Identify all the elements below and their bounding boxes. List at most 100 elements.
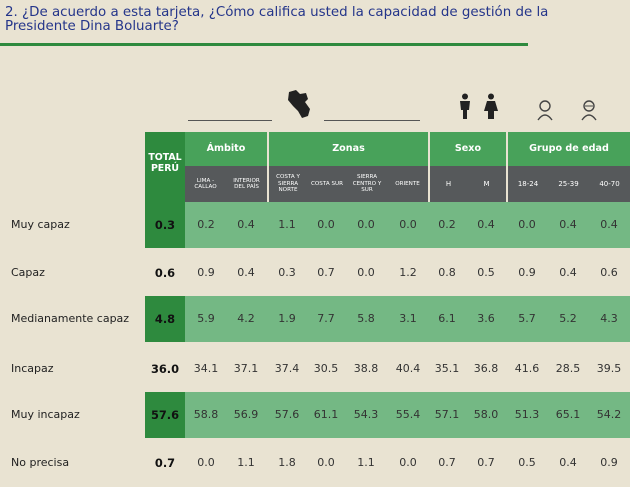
table-cell: 0.0 <box>357 266 375 279</box>
table-cell: 56.9 <box>233 408 259 421</box>
sub-interior: INTERIOR DEL PAÍS <box>226 166 267 202</box>
total-cell-bg <box>145 202 185 248</box>
group-zonas: Zonas <box>267 132 428 166</box>
table-row: Capaz 0.6 0.9 0.4 0.3 0.7 0.0 1.2 0.8 0.5 0.9 0.4 0.… <box>0 250 630 296</box>
female-icon <box>484 93 498 119</box>
table-cell: 40.4 <box>395 362 421 375</box>
table-cell: 58.0 <box>473 408 499 421</box>
table-cell: 0.5 <box>477 266 495 279</box>
group-ambito: Ámbito <box>185 132 267 166</box>
sub-mujer: M <box>467 166 506 202</box>
table-cell: 4.3 <box>600 312 618 325</box>
table-cell: 0.8 <box>438 266 456 279</box>
table-cell: 0.4 <box>559 266 577 279</box>
table-cell: 51.3 <box>514 408 540 421</box>
title-underline <box>0 43 528 46</box>
table-cell: 38.8 <box>353 362 379 375</box>
table-cell: 35.1 <box>434 362 460 375</box>
table-cell: 7.7 <box>317 312 335 325</box>
table-cell: 0.0 <box>518 218 536 231</box>
total-value: 4.8 <box>154 312 176 326</box>
table-cell: 41.6 <box>514 362 540 375</box>
table-cell: 0.0 <box>399 218 417 231</box>
table-cell: 54.3 <box>353 408 379 421</box>
table-cell: 1.2 <box>399 266 417 279</box>
table-cell: 4.2 <box>237 312 255 325</box>
table-row: Incapaz 36.0 34.1 37.1 37.4 30.5 38.8 40.4 35.1 3… <box>0 346 630 392</box>
sub-18-24: 18-24 <box>506 166 548 202</box>
sub-40-70: 40-70 <box>589 166 630 202</box>
table-cell: 37.1 <box>233 362 259 375</box>
table-cell: 58.8 <box>193 408 219 421</box>
table-row: Muy incapaz 57.6 58.8 56.9 57.6 61.1 54.3 55.4 5… <box>0 392 630 438</box>
table-cell: 0.7 <box>317 266 335 279</box>
table-cell: 0.4 <box>559 456 577 469</box>
total-cell-bg <box>145 296 185 342</box>
table-cell: 1.1 <box>278 218 296 231</box>
table-cell: 54.2 <box>596 408 622 421</box>
peru-map-icon <box>288 90 310 118</box>
table-cell: 0.4 <box>600 218 618 231</box>
table-cell: 0.0 <box>317 456 335 469</box>
table-cell: 0.9 <box>197 266 215 279</box>
row-shading <box>145 296 630 342</box>
table-cell: 0.6 <box>600 266 618 279</box>
elder-person-icon <box>581 100 597 121</box>
table-cell: 0.0 <box>197 456 215 469</box>
row-label: Muy capaz <box>11 218 70 231</box>
map-left-line <box>188 120 272 121</box>
row-label: Incapaz <box>11 362 54 375</box>
table-cell: 39.5 <box>596 362 622 375</box>
table-cell: 0.0 <box>399 456 417 469</box>
table-cell: 0.2 <box>197 218 215 231</box>
table-row: Muy capaz 0.3 0.2 0.4 1.1 0.0 0.0 0.0 0.2 0.4 0.0 0… <box>0 202 630 248</box>
table-cell: 0.4 <box>559 218 577 231</box>
table-cell: 0.3 <box>278 266 296 279</box>
table-cell: 6.1 <box>438 312 456 325</box>
table-cell: 57.6 <box>274 408 300 421</box>
sub-hombre: H <box>428 166 467 202</box>
sub-sierra-centro-sur: SIERRA CENTRO Y SUR <box>347 166 387 202</box>
total-value: 57.6 <box>150 408 180 422</box>
sub-25-39: 25-39 <box>548 166 589 202</box>
table-row: No precisa 0.7 0.0 1.1 1.8 0.0 1.1 0.0 0.7 0.7 0.5… <box>0 440 630 486</box>
table-cell: 0.4 <box>477 218 495 231</box>
sub-lima-callao: LIMA - CALLAO <box>185 166 226 202</box>
table-cell: 0.7 <box>477 456 495 469</box>
table-cell: 65.1 <box>555 408 581 421</box>
young-person-icon <box>537 100 553 121</box>
table-cell: 37.4 <box>274 362 300 375</box>
table-row: Medianamente capaz 4.8 5.9 4.2 1.9 7.7 5.8 3.1 6… <box>0 296 630 342</box>
row-label: No precisa <box>11 456 70 469</box>
table-cell: 1.8 <box>278 456 296 469</box>
table-cell: 36.8 <box>473 362 499 375</box>
table-cell: 0.4 <box>237 218 255 231</box>
table-cell: 0.0 <box>317 218 335 231</box>
table-cell: 0.9 <box>518 266 536 279</box>
total-cell-bg <box>145 392 185 438</box>
table-cell: 34.1 <box>193 362 219 375</box>
total-value: 36.0 <box>150 362 180 376</box>
table-cell: 3.1 <box>399 312 417 325</box>
sub-oriente: ORIENTE <box>387 166 428 202</box>
group-edad: Grupo de edad <box>506 132 630 166</box>
map-right-line <box>324 120 420 121</box>
table-cell: 57.1 <box>434 408 460 421</box>
question-title: 2. ¿De acuerdo a esta tarjeta, ¿Cómo cal… <box>5 5 549 34</box>
table-cell: 5.2 <box>559 312 577 325</box>
sub-costa-sierra-norte: COSTA Y SIERRA NORTE <box>267 166 307 202</box>
table-cell: 3.6 <box>477 312 495 325</box>
table-cell: 0.2 <box>438 218 456 231</box>
table-cell: 28.5 <box>555 362 581 375</box>
table-cell: 5.7 <box>518 312 536 325</box>
table-cell: 5.8 <box>357 312 375 325</box>
table-cell: 0.7 <box>438 456 456 469</box>
row-label: Muy incapaz <box>11 408 80 421</box>
table-cell: 1.1 <box>357 456 375 469</box>
table-cell: 30.5 <box>313 362 339 375</box>
total-value: 0.7 <box>154 456 176 470</box>
row-shading <box>145 202 630 248</box>
table-cell: 1.9 <box>278 312 296 325</box>
table-cell: 55.4 <box>395 408 421 421</box>
table-cell: 0.0 <box>357 218 375 231</box>
